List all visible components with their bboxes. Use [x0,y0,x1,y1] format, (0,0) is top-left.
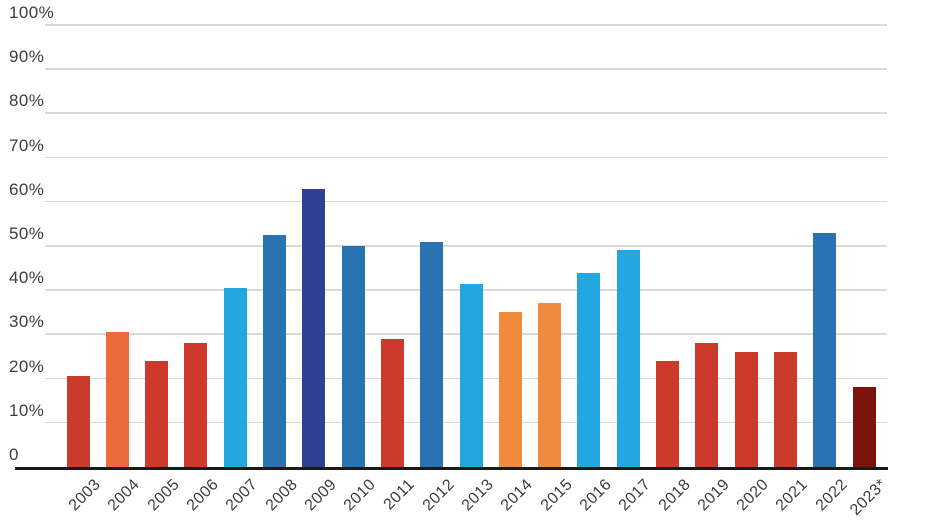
x-axis-line [15,467,888,470]
gridline-60 [45,200,887,203]
y-axis-tick-label-10: 10% [9,400,45,420]
bar-2009 [302,188,326,467]
bar-2012 [420,241,444,467]
gridline-80 [45,112,887,114]
bar-2015 [538,303,562,467]
bar-2010 [341,246,365,467]
y-axis-tick-label-20: 20% [9,356,45,376]
bar-2005 [145,360,169,467]
gridline-100 [45,24,887,26]
bar-2019 [695,343,719,467]
y-axis-tick-label-70: 70% [9,135,45,155]
y-axis-tick-label-80: 80% [9,91,45,111]
bar-2020 [734,352,758,467]
bar-2008 [263,234,286,467]
bar-2011 [380,338,404,467]
bar-2018 [656,360,679,467]
bar-2021 [773,352,797,467]
y-axis-tick-label-90: 90% [9,47,45,67]
bar-2014 [498,312,522,467]
gridline-90 [45,68,887,70]
y-axis-tick-label-0: 0 [9,445,19,464]
y-axis-tick-label-50: 50% [9,224,45,243]
bar-2007 [223,287,247,467]
y-axis-tick-label-100: 100% [9,3,55,22]
bar-2013 [459,283,483,467]
gridline-70 [45,156,887,159]
y-axis-tick-label-60: 60% [9,179,45,199]
bar-2017 [616,250,640,467]
bar-2023 [852,387,876,467]
bar-2003 [66,376,90,467]
y-axis-tick-label-40: 40% [9,268,45,288]
y-axis-tick-label-30: 30% [9,312,45,332]
bar-2006 [184,343,208,467]
bar-2022 [813,232,837,467]
bar-2016 [577,272,601,467]
bar-2004 [105,332,129,467]
gridline-50 [45,245,887,247]
